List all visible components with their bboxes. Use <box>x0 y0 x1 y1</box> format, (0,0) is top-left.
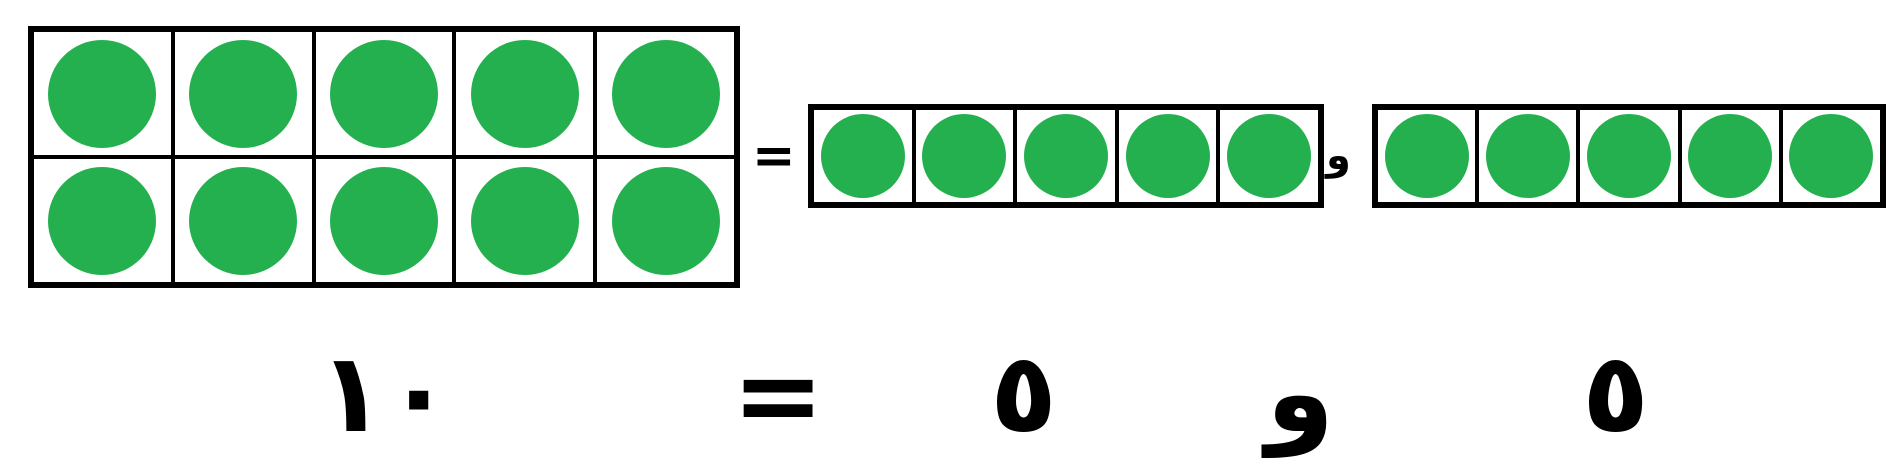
counter-dot <box>470 166 579 275</box>
frame-cell <box>313 30 455 157</box>
frame-cell <box>172 30 314 157</box>
counter-dot <box>329 39 438 148</box>
big-equals-sign: = <box>732 331 825 459</box>
counter-dot <box>189 39 298 148</box>
frame-cell <box>313 157 455 284</box>
frame-cell <box>1780 108 1882 204</box>
counter-dot <box>1384 114 1469 198</box>
counter-dot <box>329 166 438 275</box>
counter-dot <box>189 166 298 275</box>
frame-cell <box>812 108 914 204</box>
small-and-word: و <box>1326 133 1351 179</box>
counter-dot <box>48 166 157 275</box>
counter-dot <box>1227 114 1312 198</box>
counter-dot <box>1023 114 1108 198</box>
counter-dot <box>1789 114 1874 198</box>
counter-dot <box>1586 114 1671 198</box>
number-five-left: ٥ <box>990 329 1058 457</box>
counter-dot <box>1688 114 1773 198</box>
frame-cell <box>1578 108 1680 204</box>
frame-cell <box>1477 108 1579 204</box>
frame-cell <box>172 157 314 284</box>
frame-cell <box>1218 108 1320 204</box>
number-ten: ١٠ <box>318 329 453 457</box>
frame-cell <box>1116 108 1219 204</box>
ten-frame <box>28 26 740 288</box>
counter-dot <box>470 39 579 148</box>
five-frame-right-grid <box>1376 108 1882 204</box>
frame-cell <box>1015 108 1117 204</box>
counter-dot <box>1125 114 1210 198</box>
five-frame-left <box>808 104 1324 208</box>
frame-cell <box>1679 108 1781 204</box>
five-frame-left-grid <box>812 108 1320 204</box>
frame-cell <box>32 30 173 157</box>
small-equals-sign: = <box>752 126 796 186</box>
frame-cell <box>1376 108 1478 204</box>
frame-cell <box>454 157 596 284</box>
ten-frame-grid <box>32 30 736 284</box>
frame-cell <box>454 30 596 157</box>
counter-dot <box>820 114 905 198</box>
big-and-word: و <box>1266 329 1335 457</box>
frame-cell <box>32 157 173 284</box>
number-five-right: ٥ <box>1582 329 1650 457</box>
five-frame-right <box>1372 104 1886 208</box>
counter-dot <box>611 166 720 275</box>
frame-cell <box>913 108 1016 204</box>
counter-dot <box>48 39 157 148</box>
frame-cell <box>595 30 736 157</box>
counter-dot <box>922 114 1007 198</box>
counter-dot <box>611 39 720 148</box>
counter-dot <box>1485 114 1570 198</box>
frame-cell <box>595 157 736 284</box>
